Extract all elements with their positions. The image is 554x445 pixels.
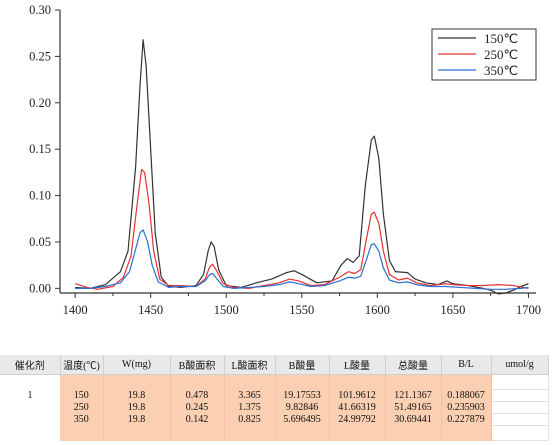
legend-label-150: 150℃ xyxy=(484,31,518,46)
x-ticks: 1400 1450 1500 1550 1600 1650 1700 xyxy=(63,293,541,317)
header-b-acid-area: B酸面积 xyxy=(170,355,225,375)
y-tick-label: 0.10 xyxy=(29,189,51,203)
table-cell: 0.188067 xyxy=(441,389,492,402)
table-cell: 0.227879 xyxy=(441,413,492,426)
table-cell: 121.1367 xyxy=(385,389,442,402)
header-b-l-ratio: B/L xyxy=(441,355,492,375)
table-cell: 19.8 xyxy=(103,413,171,426)
header-catalyst: 催化剂 xyxy=(0,355,61,375)
table-cell: 5.696495 xyxy=(275,413,330,426)
table-spacer-row xyxy=(0,374,549,390)
table-cell: 350 xyxy=(60,413,104,426)
table-cell: 19.8 xyxy=(103,401,171,414)
x-tick-label: 1650 xyxy=(440,303,465,317)
header-l-acid-area: L酸面积 xyxy=(224,355,276,375)
table-cell: 1.375 xyxy=(224,401,276,414)
table-cell: 3.365 xyxy=(224,389,276,402)
spectrum-chart: 0.00 0.05 0.10 0.15 0.20 0.25 0.30 1400 1450 150… xyxy=(29,3,541,317)
series-line-2 xyxy=(74,168,529,290)
table-cell: 0.142 xyxy=(170,413,225,426)
header-unit: umol/g xyxy=(491,355,549,375)
header-total-acid: 总酸量 xyxy=(385,355,442,375)
table-cell: 9.82846 xyxy=(275,401,330,414)
legend-label-350: 350℃ xyxy=(484,63,518,78)
x-tick-label: 1400 xyxy=(63,303,88,317)
series-group xyxy=(74,39,529,295)
header-temperature: 温度(℃) xyxy=(60,355,104,375)
table-row: 250 19.8 0.245 1.375 9.82846 41.66319 51… xyxy=(0,401,549,414)
legend: 150℃ 250℃ 350℃ xyxy=(431,28,537,81)
x-tick-label: 1500 xyxy=(214,303,239,317)
y-ticks: 0.00 0.05 0.10 0.15 0.20 0.25 0.30 xyxy=(29,3,60,295)
x-tick-label: 1600 xyxy=(365,303,390,317)
y-tick-label: 0.30 xyxy=(29,3,51,17)
table-cell: 150 xyxy=(60,389,104,402)
table-row: 350 19.8 0.142 0.825 5.696495 24.99792 3… xyxy=(0,413,549,426)
y-tick-label: 0.15 xyxy=(29,142,51,156)
table-cell: 24.99792 xyxy=(329,413,386,426)
series-line-1 xyxy=(75,39,529,295)
series-line-3 xyxy=(75,229,529,290)
x-tick-label: 1450 xyxy=(138,303,163,317)
table-header-row: 催化剂 温度(℃) W(mg) B酸面积 L酸面积 B酸量 L酸量 总酸量 B/… xyxy=(0,355,549,375)
table-row: 1 150 19.8 0.478 3.365 19.17553 101.9612… xyxy=(0,389,549,402)
table-cell: 0.825 xyxy=(224,413,276,426)
table-cell: 0.235903 xyxy=(441,401,492,414)
table-cell: 0.478 xyxy=(170,389,225,402)
table-cell: 19.8 xyxy=(103,389,171,402)
catalyst-cell: 1 xyxy=(0,389,60,402)
table-cell: 51.49165 xyxy=(385,401,442,414)
y-tick-label: 0.20 xyxy=(29,96,51,110)
y-tick-label: 0.00 xyxy=(29,281,51,295)
header-weight: W(mg) xyxy=(103,355,171,375)
table-cell: 19.17553 xyxy=(275,389,330,402)
table-cell: 41.66319 xyxy=(329,401,386,414)
table-spacer-row xyxy=(0,425,549,441)
header-l-acid-amount: L酸量 xyxy=(329,355,386,375)
legend-label-250: 250℃ xyxy=(484,47,518,62)
table-cell: 0.245 xyxy=(170,401,225,414)
x-tick-label: 1700 xyxy=(516,303,541,317)
acid-data-table: 催化剂 温度(℃) W(mg) B酸面积 L酸面积 B酸量 L酸量 总酸量 B/… xyxy=(0,355,549,441)
x-tick-label: 1550 xyxy=(289,303,314,317)
y-tick-label: 0.05 xyxy=(29,235,51,249)
table-cell: 101.9612 xyxy=(329,389,386,402)
table-cell: 250 xyxy=(60,401,104,414)
header-b-acid-amount: B酸量 xyxy=(275,355,330,375)
table-cell: 30.69441 xyxy=(385,413,442,426)
y-tick-label: 0.25 xyxy=(29,49,51,63)
